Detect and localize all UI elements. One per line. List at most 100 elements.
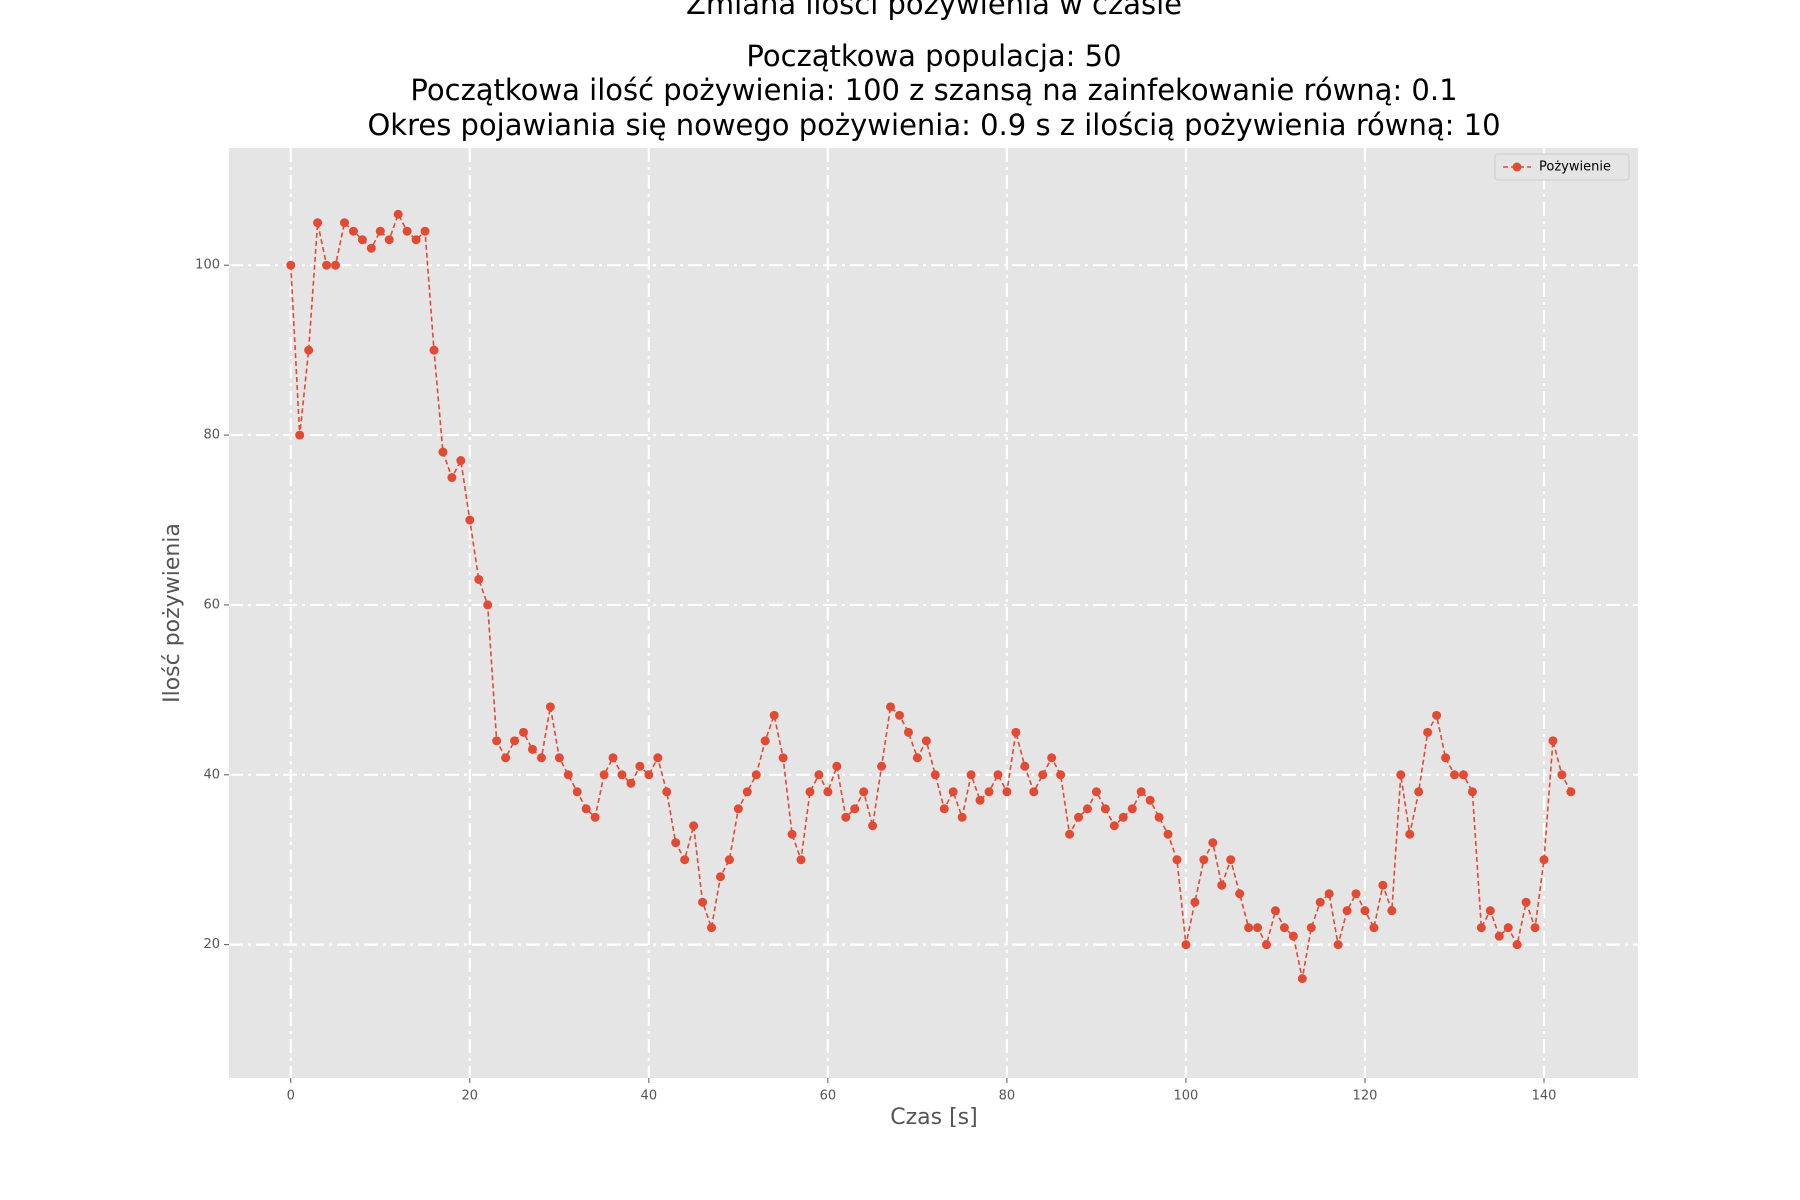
- x-tick-label: 120: [1353, 1089, 1378, 1104]
- data-point: [1118, 812, 1128, 822]
- data-point: [877, 761, 887, 771]
- data-point: [1503, 923, 1513, 933]
- data-point: [984, 787, 994, 797]
- data-point: [1253, 923, 1263, 933]
- data-point: [751, 770, 761, 780]
- data-point: [348, 226, 358, 236]
- data-point: [1396, 770, 1406, 780]
- data-point: [939, 804, 949, 814]
- data-point: [921, 736, 931, 746]
- data-point: [706, 923, 716, 933]
- data-point: [903, 727, 913, 737]
- data-point: [1109, 821, 1119, 831]
- data-point: [1145, 795, 1155, 805]
- data-point: [653, 753, 663, 763]
- data-point: [635, 761, 645, 771]
- data-point: [384, 235, 394, 245]
- data-point: [1315, 897, 1325, 907]
- data-point: [760, 736, 770, 746]
- data-point: [456, 456, 466, 466]
- data-point: [1163, 829, 1173, 839]
- data-point: [375, 226, 385, 236]
- data-point: [966, 770, 976, 780]
- data-point: [465, 515, 475, 525]
- data-point: [1351, 889, 1361, 899]
- data-point: [519, 727, 529, 737]
- data-point: [483, 600, 493, 610]
- data-point: [393, 209, 403, 219]
- data-point: [563, 770, 573, 780]
- data-point: [545, 702, 555, 712]
- x-tick-label: 140: [1532, 1089, 1557, 1104]
- data-point: [527, 744, 537, 754]
- data-point: [1002, 787, 1012, 797]
- data-point: [1011, 727, 1021, 737]
- data-point: [1244, 923, 1254, 933]
- subtitle: Początkowa ilość pożywienia: 100 z szans…: [410, 73, 1457, 107]
- data-point: [671, 838, 681, 848]
- data-point: [1557, 770, 1567, 780]
- data-point: [1029, 787, 1039, 797]
- data-point: [948, 787, 958, 797]
- data-point: [1467, 787, 1477, 797]
- data-point: [715, 872, 725, 882]
- data-point: [1100, 804, 1110, 814]
- data-point: [957, 812, 967, 822]
- data-point: [572, 787, 582, 797]
- data-point: [286, 260, 296, 270]
- data-point: [894, 710, 904, 720]
- y-tick-label: 40: [203, 767, 220, 782]
- data-point: [841, 812, 851, 822]
- data-point: [1512, 940, 1522, 950]
- data-point: [850, 804, 860, 814]
- data-point: [778, 753, 788, 763]
- data-point: [1074, 812, 1084, 822]
- data-point: [1181, 940, 1191, 950]
- data-point: [1414, 787, 1424, 797]
- y-tick-label: 60: [203, 597, 220, 612]
- data-point: [626, 778, 636, 788]
- data-point: [402, 226, 412, 236]
- legend-box: [1494, 153, 1630, 181]
- data-point: [814, 770, 824, 780]
- data-point: [680, 855, 690, 865]
- data-point: [1047, 753, 1057, 763]
- chart-title: Zmiana ilości pożywienia w czasie: [686, 0, 1182, 21]
- legend-label: Pożywienie: [1539, 160, 1611, 175]
- x-axis-label: Czas [s]: [890, 1105, 977, 1130]
- data-point: [492, 736, 502, 746]
- data-point: [474, 574, 484, 584]
- data-point: [510, 736, 520, 746]
- data-point: [1324, 889, 1334, 899]
- subtitle: Początkowa populacja: 50: [746, 39, 1121, 73]
- data-point: [366, 243, 376, 253]
- data-point: [1065, 829, 1075, 839]
- y-tick-label: 100: [195, 258, 220, 273]
- data-point: [1360, 906, 1370, 916]
- data-point: [1476, 923, 1486, 933]
- data-point: [1136, 787, 1146, 797]
- data-point: [1494, 931, 1504, 941]
- data-point: [322, 260, 332, 270]
- data-point: [1127, 804, 1137, 814]
- data-point: [1423, 727, 1433, 737]
- data-point: [304, 345, 314, 355]
- y-axis-label: Ilość pożywienia: [160, 523, 185, 703]
- data-point: [1154, 812, 1164, 822]
- data-point: [1378, 880, 1388, 890]
- subtitle: Okres pojawiania się nowego pożywienia: …: [367, 108, 1500, 142]
- data-point: [1020, 761, 1030, 771]
- x-tick-label: 0: [287, 1089, 295, 1104]
- data-point: [975, 795, 985, 805]
- data-point: [769, 710, 779, 720]
- data-point: [644, 770, 654, 780]
- data-point: [339, 218, 349, 228]
- data-point: [859, 787, 869, 797]
- x-tick-label: 20: [462, 1089, 479, 1104]
- data-point: [1369, 923, 1379, 933]
- data-point: [1199, 855, 1209, 865]
- data-point: [823, 787, 833, 797]
- data-point: [1262, 940, 1272, 950]
- data-point: [1082, 804, 1092, 814]
- data-point: [796, 855, 806, 865]
